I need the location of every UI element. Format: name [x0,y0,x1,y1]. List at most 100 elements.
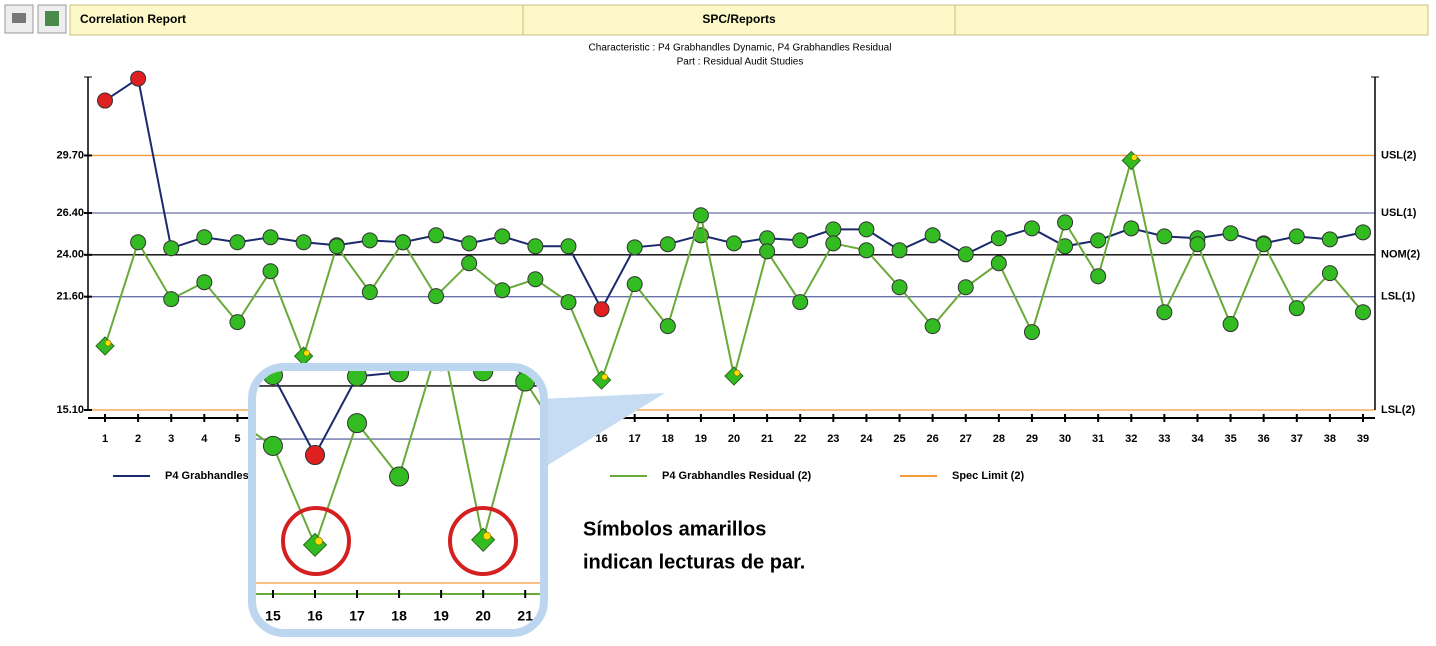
marker [924,318,941,335]
paired-marker [95,336,115,356]
marker [759,243,776,260]
marker [891,242,908,259]
marker [852,474,871,493]
print-icon [12,13,26,23]
export-icon [45,11,59,26]
x-tick-label: 31 [1092,433,1104,445]
marker [1288,228,1305,245]
x-tick-label: 24 [644,608,660,624]
marker [163,240,180,257]
marker [262,229,279,246]
x-tick-label: 10 [55,608,71,624]
x-tick-label: 36 [1258,433,1270,445]
x-tick-label: 5 [234,433,240,445]
x-tick-label: 25 [893,433,905,445]
marker [659,318,676,335]
x-tick-label: 12 [139,608,155,624]
x-tick-label: 27 [770,608,786,624]
series-line [104,76,1364,312]
x-tick-label: 14 [223,608,239,624]
x-tick-label: 19 [433,608,449,624]
x-tick-label: 37 [1291,433,1303,445]
limit-label: NOM(2) [1381,249,1420,261]
y-tick-label: 29.70 [56,149,84,161]
marker [473,371,494,382]
paired-dot [733,369,741,377]
flagged-marker [130,70,147,87]
x-tick-label: 18 [662,433,674,445]
x-tick-label: 16 [307,608,323,624]
x-tick-label: 11 [97,608,112,624]
marker [389,466,410,487]
marker [130,234,147,251]
flagged-marker [593,301,610,318]
x-tick-label: 19 [695,433,707,445]
marker [1020,449,1039,468]
marker [642,344,661,363]
paired-dot [482,531,492,541]
marker [1255,236,1272,253]
marker [527,238,544,255]
marker [527,271,544,288]
marker [1146,362,1165,381]
y-tick-label: 15.10 [56,404,84,416]
marker [1355,304,1371,321]
series-line [256,371,540,458]
marker [825,235,842,252]
x-tick-label: 22 [794,433,806,445]
x-tick-label: 34 [1064,608,1080,624]
marker [53,360,72,379]
marker [11,424,30,443]
x-tick-label: 29 [1026,433,1038,445]
marker [924,227,941,244]
marker [894,366,913,385]
paired-marker [724,366,744,386]
y-tick-label: 24.00 [56,249,84,261]
x-tick-label: 28 [812,608,828,624]
x-tick-label: 34 [1191,433,1204,445]
x-tick-label: 27 [960,433,972,445]
x-tick-label: 17 [629,433,641,445]
limit-label: USL(1) [1381,207,1417,219]
marker [432,326,451,345]
x-tick-label: 28 [993,433,1005,445]
marker [626,276,643,293]
marker [262,435,283,456]
marker [894,335,913,354]
marker [768,376,787,395]
marker [394,234,411,251]
limit-label: LSL(1) [1381,291,1416,303]
marker [1222,225,1239,242]
marker [852,343,871,362]
flagged-marker [304,444,326,466]
marker [1230,400,1249,419]
report-title: Correlation Report [80,12,186,26]
marker [936,358,955,377]
marker [53,360,72,379]
marker [428,288,445,305]
x-tick-label: 39 [1274,608,1290,624]
x-tick-label: 33 [1158,433,1170,445]
marker [1230,357,1249,376]
marker [684,371,703,390]
x-tick-label: 4 [201,433,208,445]
legend-label: P4 Grabhandles Residual (2) [662,470,811,482]
marker [558,358,577,377]
marker [858,242,875,259]
marker [858,221,875,238]
paired-dot [104,339,112,347]
limit-label: USL(2) [1381,149,1417,161]
marker [295,234,312,251]
x-tick-label: 21 [761,433,773,445]
marker [11,358,30,377]
x-tick-label: 15 [265,608,281,624]
marker [1090,268,1107,285]
x-tick-label: 18 [391,608,407,624]
marker [792,294,809,311]
marker [825,221,842,238]
marker [328,238,345,255]
marker [1156,228,1173,245]
marker [978,343,997,362]
marker [428,227,445,244]
marker [936,404,955,423]
